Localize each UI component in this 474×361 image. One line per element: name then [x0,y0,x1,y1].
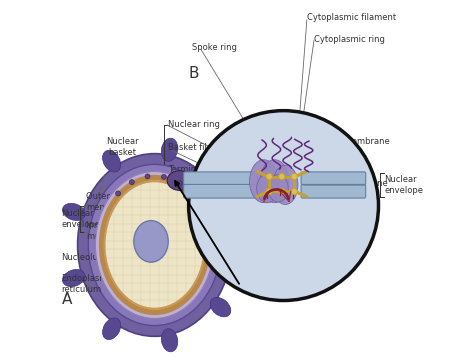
Ellipse shape [210,297,231,317]
Text: Basket filament: Basket filament [168,143,234,152]
Text: Nuclear
pores: Nuclear pores [207,208,239,228]
Text: Spoke ring: Spoke ring [192,43,237,52]
Ellipse shape [63,270,85,287]
Text: Endoplasmic
reticulum: Endoplasmic reticulum [62,274,115,295]
Circle shape [266,173,273,180]
Text: B: B [189,66,199,82]
Text: Outer nuclear
membrane: Outer nuclear membrane [86,192,144,212]
Text: Cytoplasmic ring: Cytoplasmic ring [314,35,385,44]
Text: Nuclear ring: Nuclear ring [168,121,220,130]
Circle shape [291,188,298,195]
Circle shape [177,181,182,186]
FancyBboxPatch shape [301,184,366,198]
Ellipse shape [101,178,208,312]
Ellipse shape [257,174,278,203]
Ellipse shape [102,151,121,172]
FancyBboxPatch shape [301,172,366,185]
Text: A: A [62,292,72,307]
Circle shape [279,173,285,180]
Ellipse shape [167,171,192,190]
Ellipse shape [161,138,178,161]
Text: Nucleus: Nucleus [137,276,176,286]
Text: Outer membrane: Outer membrane [317,136,389,145]
Circle shape [189,111,379,300]
Circle shape [279,188,285,195]
Text: Terminal ring: Terminal ring [168,165,223,174]
FancyBboxPatch shape [183,184,258,198]
Ellipse shape [63,203,85,221]
Text: Nucleolus: Nucleolus [62,253,103,262]
Circle shape [145,174,150,179]
Ellipse shape [249,160,278,203]
Ellipse shape [95,171,214,318]
Text: Nuclear
envelope: Nuclear envelope [62,209,100,229]
Ellipse shape [260,160,289,203]
Ellipse shape [88,164,221,326]
Ellipse shape [210,173,231,192]
Text: Inner nuclear
membrane: Inner nuclear membrane [86,221,142,241]
Text: Nuclear
basket: Nuclear basket [106,137,139,157]
Circle shape [129,180,134,184]
Text: Inner membrane: Inner membrane [317,179,387,188]
Circle shape [162,174,166,179]
Circle shape [291,173,298,180]
Circle shape [266,188,273,195]
Ellipse shape [229,237,252,253]
Text: Cytoplasmic filament: Cytoplasmic filament [307,13,396,22]
Ellipse shape [102,318,121,340]
FancyBboxPatch shape [183,172,258,185]
Ellipse shape [134,221,168,262]
Ellipse shape [78,154,232,336]
Text: Nuclear
envelope: Nuclear envelope [384,175,424,195]
Ellipse shape [268,175,288,202]
Ellipse shape [161,329,178,352]
Circle shape [116,191,120,196]
Ellipse shape [273,165,298,204]
Text: Lumen: Lumen [317,157,345,166]
